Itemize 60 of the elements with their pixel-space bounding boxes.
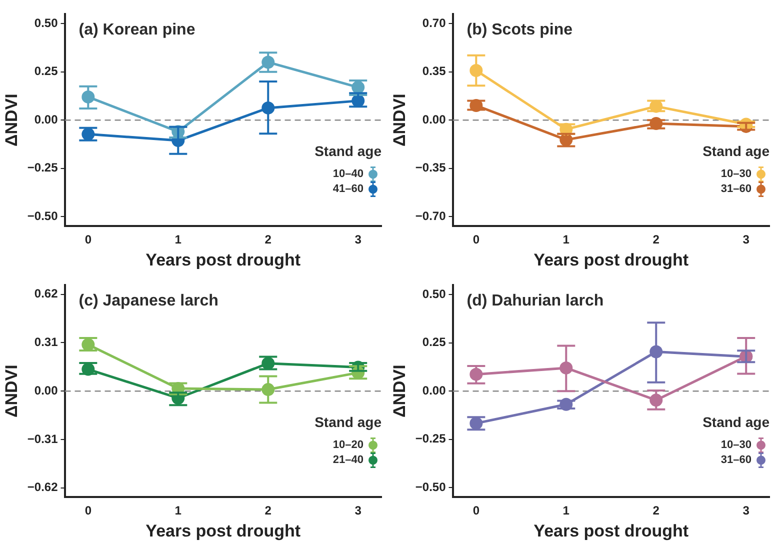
- legend-label: 41–60: [332, 183, 364, 196]
- x-tick-label: 3: [354, 232, 362, 247]
- x-tick-label: 0: [84, 232, 92, 247]
- x-tick-label: 1: [174, 232, 182, 247]
- y-tick-label: −0.70: [415, 208, 446, 223]
- x-tick-label: 2: [264, 504, 272, 518]
- x-tick-label: 0: [84, 504, 92, 518]
- y-tick-label: 0.62: [34, 286, 58, 301]
- y-axis-title: ΔNDVI: [390, 364, 409, 418]
- y-axis-title: ΔNDVI: [2, 94, 21, 147]
- y-tick-label: 0.25: [34, 64, 58, 78]
- y-tick-label: −0.62: [27, 480, 58, 494]
- legend-label: 31–60: [720, 183, 752, 196]
- legend-label: 31–60: [720, 454, 752, 466]
- y-tick-label: 0.35: [422, 64, 446, 78]
- x-tick-label: 3: [354, 504, 362, 518]
- x-axis-title: Years post drought: [534, 250, 689, 270]
- y-tick-label: −0.25: [27, 160, 58, 175]
- x-tick-label: 0: [472, 504, 480, 518]
- y-axis-title: ΔNDVI: [390, 94, 409, 147]
- chart-title: (d) Dahurian larch: [466, 292, 604, 310]
- legend-label: 10–30: [720, 439, 752, 452]
- y-tick-label: −0.25: [415, 432, 446, 446]
- x-tick-label: 3: [742, 232, 750, 247]
- x-tick-label: 2: [652, 504, 660, 518]
- y-tick-label: 0.00: [34, 112, 58, 126]
- legend-label: 10–20: [332, 439, 364, 452]
- y-tick-label: 0.50: [422, 286, 446, 301]
- x-axis-title: Years post drought: [534, 521, 689, 540]
- x-tick-label: 2: [264, 232, 272, 247]
- y-tick-label: 0.00: [34, 383, 58, 398]
- x-tick-label: 1: [562, 504, 570, 518]
- legend-title: Stand age: [702, 414, 770, 430]
- y-tick-label: 0.50: [34, 16, 58, 30]
- y-tick-label: 0.31: [34, 335, 58, 350]
- x-axis-title: Years post drought: [146, 521, 301, 540]
- y-axis-title: ΔNDVI: [2, 364, 21, 418]
- y-tick-label: 0.00: [422, 383, 446, 398]
- y-tick-label: −0.31: [27, 432, 58, 446]
- legend-label: 10–30: [720, 168, 752, 180]
- x-tick-label: 0: [472, 232, 480, 247]
- x-tick-label: 1: [174, 504, 182, 518]
- chart-title: (a) Korean pine: [78, 21, 196, 38]
- y-tick-label: 0.00: [422, 112, 446, 126]
- x-axis-title: Years post drought: [146, 250, 301, 270]
- legend-label: 21–40: [332, 454, 364, 466]
- x-tick-label: 2: [652, 232, 660, 247]
- y-tick-label: −0.35: [415, 160, 446, 175]
- legend-label: 10–40: [332, 168, 364, 180]
- y-tick-label: −0.50: [415, 480, 446, 494]
- legend-title: Stand age: [702, 143, 770, 160]
- x-tick-label: 1: [562, 232, 570, 247]
- y-tick-label: −0.50: [27, 208, 58, 223]
- y-tick-label: 0.70: [422, 16, 446, 30]
- chart-title: (c) Japanese larch: [78, 292, 218, 310]
- chart-title: (b) Scots pine: [466, 21, 573, 38]
- x-tick-label: 3: [742, 504, 750, 518]
- legend-title: Stand age: [314, 143, 382, 160]
- y-tick-label: 0.25: [422, 335, 446, 350]
- legend-title: Stand age: [314, 414, 382, 430]
